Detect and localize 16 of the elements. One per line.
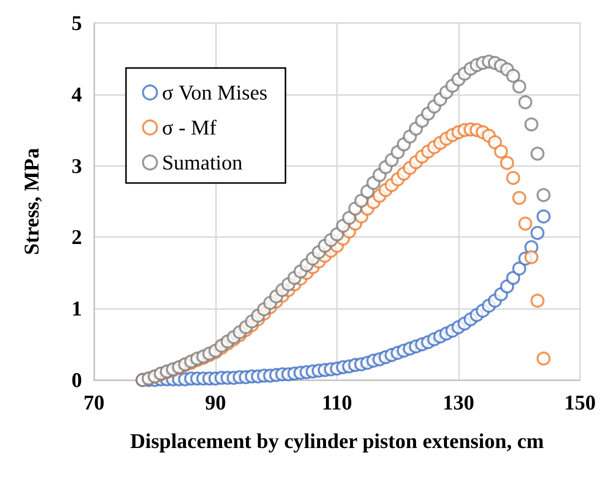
y-axis-title: Stress, MPa (20, 148, 44, 255)
x-tick-label: 110 (322, 390, 352, 414)
y-tick-label: 3 (72, 154, 82, 178)
y-tick-label: 5 (72, 11, 82, 35)
legend-label: σ - Mf (162, 116, 216, 140)
legend-label: Sumation (162, 150, 244, 174)
y-tick-label: 4 (72, 82, 82, 106)
x-tick-label: 130 (442, 390, 474, 414)
y-tick-label: 0 (72, 368, 82, 392)
x-tick-label: 90 (205, 390, 226, 414)
legend-label: σ Von Mises (162, 80, 268, 104)
y-tick-label: 1 (72, 296, 82, 321)
x-tick-label: 150 (564, 390, 596, 414)
y-tick-label: 2 (72, 225, 82, 250)
x-axis-title: Displacement by cylinder piston extension, cm (130, 429, 544, 453)
x-tick-label: 70 (84, 390, 104, 414)
